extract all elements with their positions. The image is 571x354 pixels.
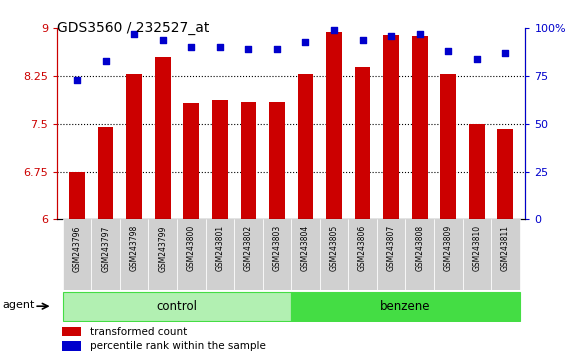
Text: GSM243797: GSM243797 xyxy=(101,225,110,272)
Text: GSM243808: GSM243808 xyxy=(415,225,424,271)
Point xyxy=(130,31,139,37)
Bar xyxy=(348,219,377,290)
Bar xyxy=(291,292,520,321)
Text: GSM243809: GSM243809 xyxy=(444,225,453,272)
Bar xyxy=(63,219,91,290)
Text: agent: agent xyxy=(3,299,35,310)
Point xyxy=(158,37,167,42)
Bar xyxy=(240,102,256,219)
Bar xyxy=(497,129,513,219)
Bar xyxy=(183,103,199,219)
Bar xyxy=(263,219,291,290)
Bar xyxy=(405,219,434,290)
Bar xyxy=(355,67,371,219)
Text: GSM243800: GSM243800 xyxy=(187,225,196,272)
Text: benzene: benzene xyxy=(380,300,431,313)
Point xyxy=(73,77,82,83)
Text: GSM243811: GSM243811 xyxy=(501,225,510,271)
Bar xyxy=(269,102,285,219)
Bar xyxy=(155,57,171,219)
Point xyxy=(472,56,481,62)
Bar xyxy=(177,219,206,290)
Bar xyxy=(383,35,399,219)
Bar xyxy=(62,341,81,351)
Text: GSM243798: GSM243798 xyxy=(130,225,139,272)
Text: GSM243805: GSM243805 xyxy=(329,225,339,272)
Point xyxy=(215,45,224,50)
Bar xyxy=(440,74,456,219)
Text: GSM243799: GSM243799 xyxy=(158,225,167,272)
Bar xyxy=(120,219,148,290)
Bar xyxy=(491,219,520,290)
Bar xyxy=(412,36,428,219)
Text: GSM243810: GSM243810 xyxy=(472,225,481,271)
Bar xyxy=(98,127,114,219)
Bar xyxy=(206,219,234,290)
Point xyxy=(501,50,510,56)
Text: GSM243796: GSM243796 xyxy=(73,225,82,272)
Bar xyxy=(63,292,291,321)
Bar xyxy=(434,219,463,290)
Bar xyxy=(463,219,491,290)
Point xyxy=(387,33,396,39)
Bar xyxy=(148,219,177,290)
Point xyxy=(187,45,196,50)
Text: GSM243806: GSM243806 xyxy=(358,225,367,272)
Text: GSM243803: GSM243803 xyxy=(272,225,282,272)
Point xyxy=(272,46,282,52)
Text: GDS3560 / 232527_at: GDS3560 / 232527_at xyxy=(57,21,210,35)
Text: transformed count: transformed count xyxy=(90,327,187,337)
Point xyxy=(329,27,339,33)
Bar xyxy=(326,32,342,219)
Bar xyxy=(212,100,228,219)
Bar xyxy=(291,219,320,290)
Text: GSM243802: GSM243802 xyxy=(244,225,253,271)
Point xyxy=(301,39,310,45)
Point xyxy=(101,58,110,64)
Text: GSM243807: GSM243807 xyxy=(387,225,396,272)
Bar xyxy=(320,219,348,290)
Text: control: control xyxy=(156,300,198,313)
Text: GSM243804: GSM243804 xyxy=(301,225,310,272)
Bar xyxy=(126,74,142,219)
Bar xyxy=(469,124,485,219)
Point xyxy=(415,31,424,37)
Bar xyxy=(234,219,263,290)
Text: percentile rank within the sample: percentile rank within the sample xyxy=(90,341,266,351)
Bar xyxy=(62,327,81,336)
Point xyxy=(358,37,367,42)
Bar xyxy=(377,219,405,290)
Bar xyxy=(69,172,85,219)
Text: GSM243801: GSM243801 xyxy=(215,225,224,271)
Point xyxy=(244,46,253,52)
Bar xyxy=(297,74,313,219)
Bar xyxy=(91,219,120,290)
Point xyxy=(444,48,453,54)
